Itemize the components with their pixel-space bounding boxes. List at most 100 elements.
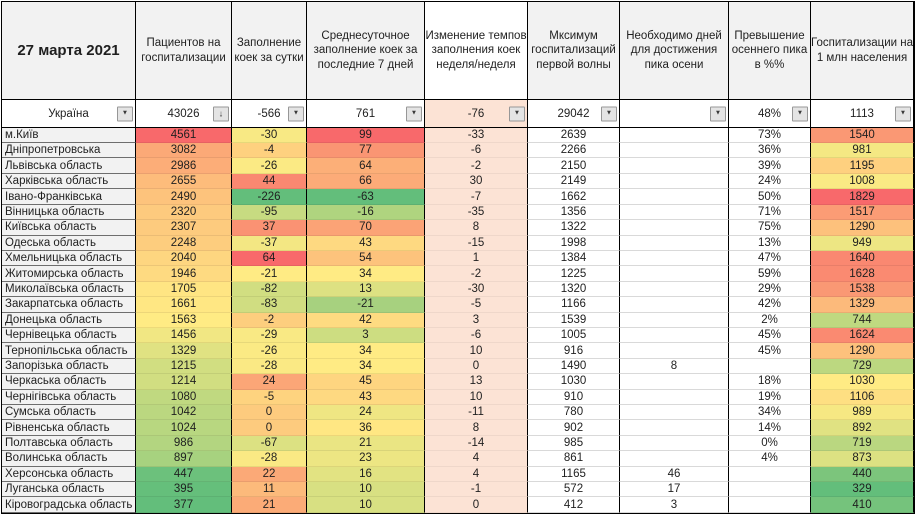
change-cell[interactable]: 8 [425, 220, 528, 236]
summary-daily-cell[interactable]: -566 ▼ [232, 100, 307, 128]
daily-fill-cell[interactable]: -28 [232, 358, 307, 375]
patients-cell[interactable]: 395 [136, 482, 232, 498]
daily-fill-cell[interactable]: 24 [232, 374, 307, 390]
days-to-peak-cell[interactable] [620, 173, 729, 190]
region-cell[interactable]: Чернігівська область [2, 389, 136, 405]
per1m-cell[interactable]: 1008 [811, 173, 914, 190]
max-wave1-cell[interactable]: 1539 [528, 312, 620, 328]
per1m-cell[interactable]: 329 [811, 482, 914, 498]
patients-cell[interactable]: 447 [136, 466, 232, 483]
per1m-cell[interactable]: 1030 [811, 374, 914, 390]
region-cell[interactable]: Кіровоградська область [2, 497, 136, 513]
region-cell[interactable]: Харківська область [2, 173, 136, 190]
max-wave1-cell[interactable]: 1490 [528, 358, 620, 375]
daily-fill-cell[interactable]: -21 [232, 266, 307, 282]
max-wave1-cell[interactable]: 1005 [528, 327, 620, 344]
exceed-pct-cell[interactable] [729, 466, 811, 483]
patients-cell[interactable]: 1661 [136, 297, 232, 313]
days-to-peak-cell[interactable] [620, 327, 729, 344]
daily-fill-cell[interactable]: -226 [232, 189, 307, 205]
patients-cell[interactable]: 897 [136, 451, 232, 467]
region-cell[interactable]: Черкаська область [2, 374, 136, 390]
exceed-pct-cell[interactable]: 34% [729, 404, 811, 421]
region-cell[interactable]: Волинська область [2, 451, 136, 467]
exceed-pct-cell[interactable] [729, 358, 811, 375]
daily-fill-cell[interactable]: -4 [232, 143, 307, 159]
filter-dropdown-icon[interactable]: ▼ [601, 106, 617, 122]
daily-fill-cell[interactable]: 37 [232, 220, 307, 236]
exceed-pct-cell[interactable]: 29% [729, 281, 811, 298]
max-wave1-cell[interactable]: 780 [528, 404, 620, 421]
summary-avg7-cell[interactable]: 761 ▼ [307, 100, 425, 128]
max-wave1-cell[interactable]: 1998 [528, 235, 620, 251]
change-cell[interactable]: -33 [425, 127, 528, 144]
region-cell[interactable]: Сумська область [2, 404, 136, 421]
date-header[interactable]: 27 марта 2021 [2, 2, 136, 101]
daily-fill-cell[interactable]: 21 [232, 497, 307, 513]
per1m-cell[interactable]: 1829 [811, 189, 914, 205]
change-cell[interactable]: -6 [425, 143, 528, 159]
days-to-peak-cell[interactable]: 8 [620, 358, 729, 375]
max-wave1-cell[interactable]: 1356 [528, 204, 620, 221]
max-wave1-cell[interactable]: 572 [528, 482, 620, 498]
days-to-peak-cell[interactable] [620, 343, 729, 359]
change-cell[interactable]: 8 [425, 420, 528, 436]
change-cell[interactable]: -11 [425, 404, 528, 421]
region-cell[interactable]: Запорізька область [2, 358, 136, 375]
max-wave1-cell[interactable]: 412 [528, 497, 620, 513]
exceed-pct-cell[interactable]: 0% [729, 435, 811, 452]
avg7-cell[interactable]: 34 [307, 358, 425, 375]
avg7-cell[interactable]: -21 [307, 297, 425, 313]
filter-dropdown-icon[interactable]: ▼ [710, 106, 726, 122]
daily-fill-cell[interactable]: 64 [232, 250, 307, 267]
max-wave1-cell[interactable]: 985 [528, 435, 620, 452]
days-to-peak-cell[interactable] [620, 435, 729, 452]
daily-fill-cell[interactable]: -95 [232, 204, 307, 221]
daily-fill-cell[interactable]: 44 [232, 173, 307, 190]
region-cell[interactable]: Луганська область [2, 482, 136, 498]
days-to-peak-cell[interactable]: 3 [620, 497, 729, 513]
avg7-cell[interactable]: 10 [307, 497, 425, 513]
days-to-peak-cell[interactable] [620, 235, 729, 251]
patients-cell[interactable]: 2320 [136, 204, 232, 221]
patients-cell[interactable]: 1214 [136, 374, 232, 390]
days-to-peak-cell[interactable] [620, 204, 729, 221]
region-cell[interactable]: Івано-Франківська [2, 189, 136, 205]
per1m-cell[interactable]: 1540 [811, 127, 914, 144]
per1m-cell[interactable]: 729 [811, 358, 914, 375]
patients-cell[interactable]: 2655 [136, 173, 232, 190]
change-cell[interactable]: 30 [425, 173, 528, 190]
daily-fill-cell[interactable]: -67 [232, 435, 307, 452]
daily-fill-cell[interactable]: -29 [232, 327, 307, 344]
avg7-cell[interactable]: 43 [307, 235, 425, 251]
column-header-patients[interactable]: Пациентов на госпитализации [136, 2, 232, 101]
change-cell[interactable]: -2 [425, 266, 528, 282]
days-to-peak-cell[interactable] [620, 281, 729, 298]
daily-fill-cell[interactable]: -26 [232, 343, 307, 359]
days-to-peak-cell[interactable] [620, 220, 729, 236]
max-wave1-cell[interactable]: 2150 [528, 158, 620, 174]
change-cell[interactable]: -30 [425, 281, 528, 298]
avg7-cell[interactable]: 70 [307, 220, 425, 236]
change-cell[interactable]: 0 [425, 358, 528, 375]
avg7-cell[interactable]: 99 [307, 127, 425, 144]
daily-fill-cell[interactable]: 11 [232, 482, 307, 498]
region-cell[interactable]: Полтавська область [2, 435, 136, 452]
patients-cell[interactable]: 986 [136, 435, 232, 452]
avg7-cell[interactable]: 54 [307, 250, 425, 267]
region-cell[interactable]: Одеська область [2, 235, 136, 251]
days-to-peak-cell[interactable] [620, 158, 729, 174]
change-cell[interactable]: -14 [425, 435, 528, 452]
daily-fill-cell[interactable]: -2 [232, 312, 307, 328]
change-cell[interactable]: 10 [425, 389, 528, 405]
column-header-exceed-pct[interactable]: Превышение осеннего пика в %% [729, 2, 811, 101]
days-to-peak-cell[interactable]: 46 [620, 466, 729, 483]
max-wave1-cell[interactable]: 1320 [528, 281, 620, 298]
daily-fill-cell[interactable]: 22 [232, 466, 307, 483]
max-wave1-cell[interactable]: 2266 [528, 143, 620, 159]
avg7-cell[interactable]: 16 [307, 466, 425, 483]
region-cell[interactable]: Чернівецька область [2, 327, 136, 344]
avg7-cell[interactable]: -16 [307, 204, 425, 221]
patients-cell[interactable]: 1946 [136, 266, 232, 282]
daily-fill-cell[interactable]: -26 [232, 158, 307, 174]
